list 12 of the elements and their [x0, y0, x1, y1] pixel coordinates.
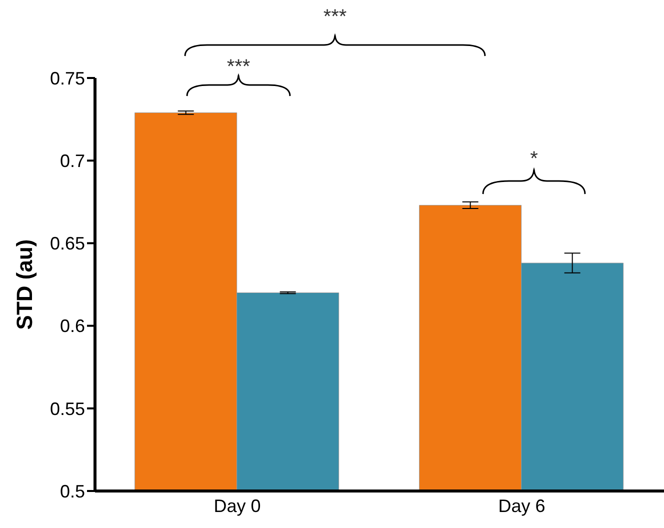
x-tick-label: Day 6: [498, 496, 546, 516]
y-axis-title: STD (au): [12, 239, 37, 330]
y-tick-label: 0.55: [50, 398, 85, 419]
y-tick-label: 0.7: [60, 150, 85, 171]
text: ***: [322, 6, 348, 28]
annotation: *: [529, 148, 539, 170]
y-tick-label: 0.65: [50, 234, 85, 254]
annotation: ***: [226, 56, 252, 78]
y-tick-label: 0.5: [60, 481, 85, 502]
x-tick-label: Day 0: [214, 496, 261, 516]
y-tick-label: 0.6: [60, 316, 85, 336]
y-tick-label: 0.75: [50, 68, 85, 88]
